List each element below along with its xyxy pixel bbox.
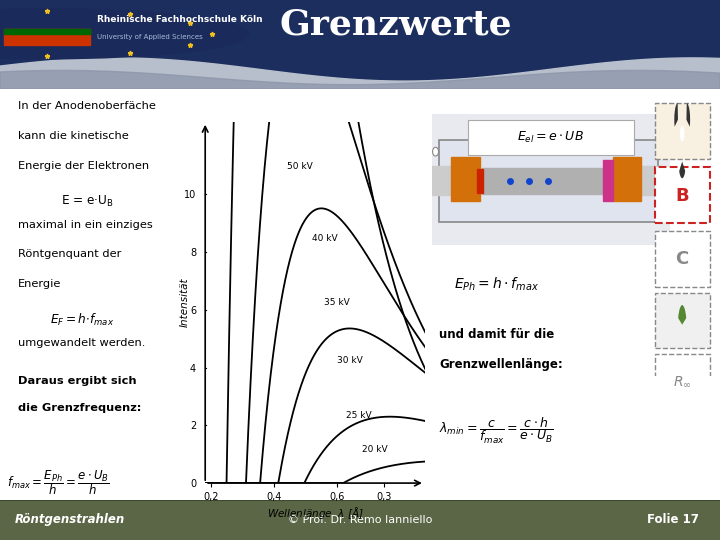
X-axis label: Wellenlänge  $\lambda$ [Å]: Wellenlänge $\lambda$ [Å] [266, 505, 364, 521]
Bar [439, 140, 657, 222]
Bar [432, 166, 451, 195]
Bar [654, 231, 710, 287]
Circle shape [680, 126, 684, 140]
Text: $\lambda_{min} = \dfrac{c}{f_{max}} = \dfrac{c \cdot h}{e \cdot U_B}$: $\lambda_{min} = \dfrac{c}{f_{max}} = \d… [439, 416, 554, 446]
Text: 40 kV: 40 kV [312, 234, 338, 244]
Y-axis label: Intensität: Intensität [180, 278, 190, 327]
Text: 25 kV: 25 kV [346, 410, 372, 420]
Text: und damit für die: und damit für die [439, 328, 554, 341]
Text: 35 kV: 35 kV [325, 298, 350, 307]
Wedge shape [675, 103, 678, 127]
Wedge shape [678, 305, 683, 325]
Wedge shape [681, 305, 686, 325]
Text: 50 kV: 50 kV [287, 162, 312, 171]
Bar [4, 29, 90, 34]
Text: Röntgenstrahlen: Röntgenstrahlen [14, 513, 125, 526]
Text: In der Anodenoberfäche: In der Anodenoberfäche [18, 102, 156, 111]
Ellipse shape [433, 147, 438, 156]
Bar [613, 158, 641, 201]
Bar [482, 168, 603, 194]
Text: 20 kV: 20 kV [362, 445, 387, 454]
Text: E = e·U$_\mathsf{B}$: E = e·U$_\mathsf{B}$ [61, 194, 114, 210]
Text: Röntgenquant der: Röntgenquant der [18, 249, 122, 259]
Text: Folie 17: Folie 17 [647, 513, 698, 526]
Bar [654, 167, 710, 223]
Bar [603, 160, 613, 201]
Text: $E_{Ph} = h \cdot f_{max}$: $E_{Ph} = h \cdot f_{max}$ [454, 275, 539, 293]
Bar [451, 158, 480, 201]
Bar [477, 169, 483, 193]
Circle shape [0, 9, 248, 59]
Text: $R_\infty$: $R_\infty$ [673, 375, 691, 389]
Text: Rheinische Fachhochschule Köln: Rheinische Fachhochschule Köln [97, 15, 263, 24]
Text: B: B [675, 187, 689, 205]
Text: $E_{el} = e \cdot UB$: $E_{el} = e \cdot UB$ [518, 130, 584, 145]
Text: © Prof. Dr. Remo Ianniello: © Prof. Dr. Remo Ianniello [288, 515, 432, 525]
Text: Energie: Energie [18, 279, 61, 289]
Wedge shape [686, 103, 690, 127]
Ellipse shape [663, 147, 669, 156]
Bar [468, 119, 634, 154]
Bar [641, 166, 662, 195]
Text: $f_{max} = \dfrac{E_{Ph}}{h} = \dfrac{e \cdot U_B}{h}$: $f_{max} = \dfrac{E_{Ph}}{h} = \dfrac{e … [7, 468, 110, 497]
Bar [4, 29, 90, 45]
Bar [654, 293, 710, 348]
Text: Energie der Elektronen: Energie der Elektronen [18, 160, 149, 171]
Wedge shape [679, 161, 685, 178]
Text: Grenzwellenlänge:: Grenzwellenlänge: [439, 357, 563, 371]
Text: maximal in ein einziges: maximal in ein einziges [18, 220, 153, 229]
Text: umgewandelt werden.: umgewandelt werden. [18, 338, 145, 348]
Bar [654, 354, 710, 410]
Text: Grenzwerte: Grenzwerte [279, 8, 513, 42]
Text: die Grenzfrequenz:: die Grenzfrequenz: [18, 403, 141, 413]
Bar [654, 103, 710, 159]
Text: University of Applied Sciences: University of Applied Sciences [97, 35, 203, 40]
Text: C: C [675, 250, 689, 268]
Text: Daraus ergibt sich: Daraus ergibt sich [18, 376, 137, 386]
Text: $E_F = h{\cdot}f_{max}$: $E_F = h{\cdot}f_{max}$ [50, 312, 114, 328]
Text: kann die kinetische: kann die kinetische [18, 131, 129, 141]
Text: 30 kV: 30 kV [337, 356, 363, 364]
